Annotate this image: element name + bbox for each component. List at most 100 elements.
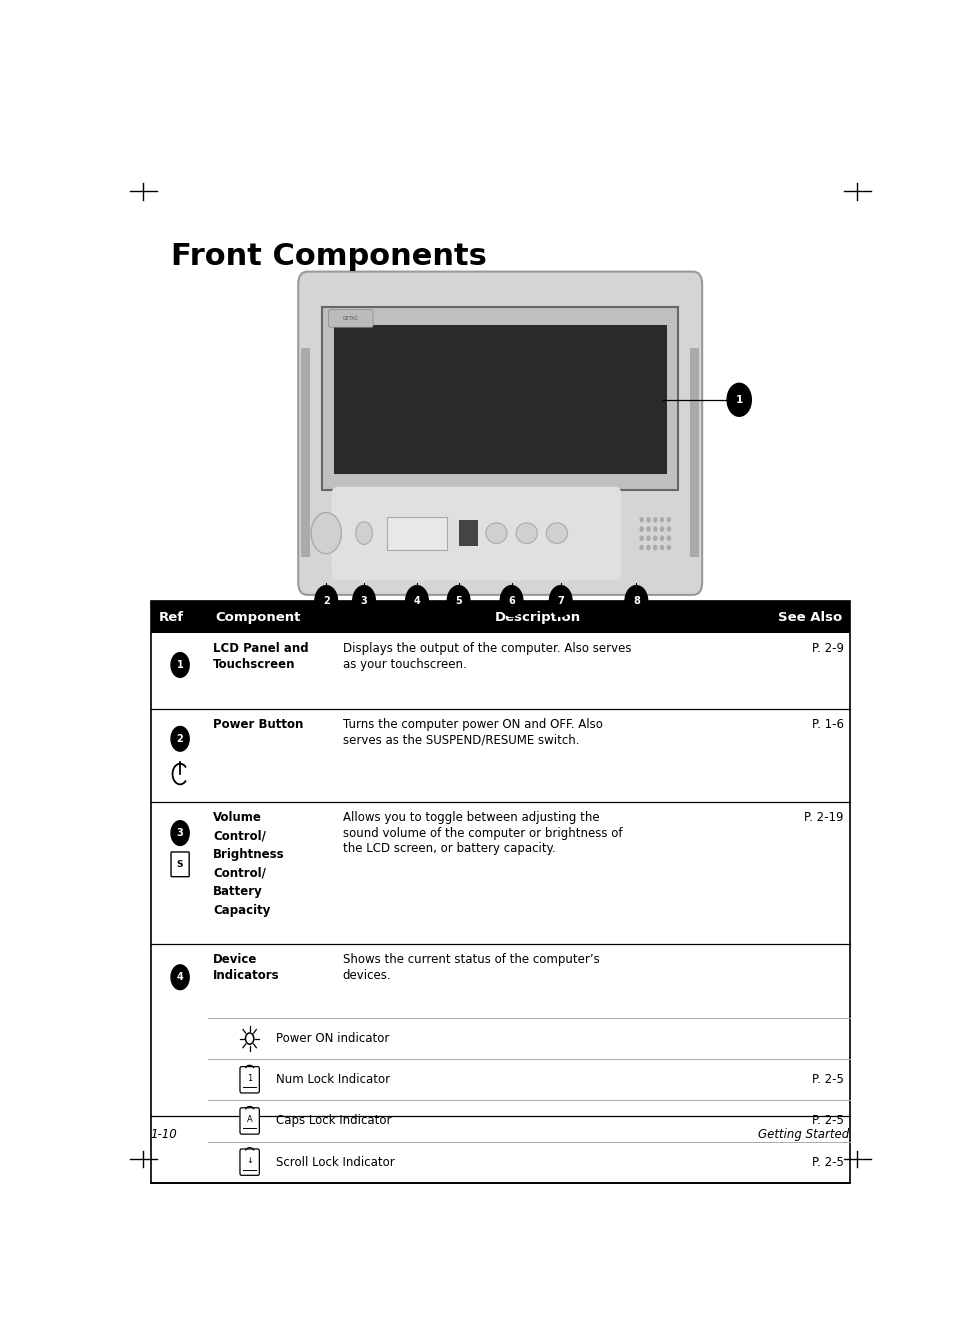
- Text: as your touchscreen.: as your touchscreen.: [343, 658, 467, 671]
- Text: Ref: Ref: [158, 611, 183, 623]
- Text: Turns the computer power ON and OFF. Also: Turns the computer power ON and OFF. Als…: [343, 718, 602, 731]
- Circle shape: [647, 517, 650, 521]
- Text: P. 2-9: P. 2-9: [812, 642, 843, 655]
- Text: P. 2-5: P. 2-5: [812, 1074, 843, 1086]
- Text: 2: 2: [177, 734, 183, 743]
- Circle shape: [647, 536, 650, 540]
- Text: devices.: devices.: [343, 968, 391, 981]
- Text: 1: 1: [247, 1074, 252, 1083]
- Text: Description: Description: [495, 611, 582, 623]
- Circle shape: [654, 545, 657, 550]
- Text: Allows you to toggle between adjusting the: Allows you to toggle between adjusting t…: [343, 812, 599, 824]
- Text: 1-10: 1-10: [150, 1128, 178, 1142]
- Text: sound volume of the computer or brightness of: sound volume of the computer or brightne…: [343, 826, 622, 840]
- FancyBboxPatch shape: [329, 310, 373, 328]
- Ellipse shape: [547, 523, 567, 543]
- Circle shape: [654, 536, 657, 540]
- Circle shape: [625, 586, 648, 616]
- Text: ↓: ↓: [246, 1157, 253, 1166]
- Text: Component: Component: [216, 611, 301, 623]
- Ellipse shape: [516, 523, 537, 543]
- FancyBboxPatch shape: [299, 271, 702, 595]
- Text: P. 1-6: P. 1-6: [812, 718, 843, 731]
- Text: P. 2-5: P. 2-5: [812, 1155, 843, 1169]
- Text: the LCD screen, or battery capacity.: the LCD screen, or battery capacity.: [343, 842, 555, 854]
- Circle shape: [406, 586, 428, 616]
- Circle shape: [640, 545, 643, 550]
- Circle shape: [171, 821, 189, 845]
- Circle shape: [661, 517, 664, 521]
- Text: Power ON indicator: Power ON indicator: [276, 1032, 389, 1046]
- Circle shape: [352, 586, 376, 616]
- Circle shape: [647, 545, 650, 550]
- Circle shape: [549, 586, 572, 616]
- Circle shape: [315, 586, 338, 616]
- Text: 8: 8: [632, 596, 640, 606]
- Bar: [322, 306, 678, 489]
- Text: 1: 1: [177, 660, 183, 670]
- Text: Brightness: Brightness: [214, 848, 285, 861]
- Circle shape: [654, 527, 657, 531]
- Text: Indicators: Indicators: [214, 968, 280, 981]
- Text: 1: 1: [736, 394, 743, 405]
- Bar: [150, 602, 850, 1183]
- Text: 4: 4: [414, 596, 421, 606]
- Text: S: S: [177, 860, 183, 869]
- Text: Front Components: Front Components: [171, 242, 487, 270]
- Text: Power Button: Power Button: [214, 718, 304, 731]
- Bar: [334, 325, 667, 475]
- Circle shape: [647, 527, 650, 531]
- Circle shape: [501, 586, 523, 616]
- Bar: [302, 348, 310, 556]
- Circle shape: [171, 965, 189, 989]
- Text: 5: 5: [455, 596, 462, 606]
- Text: GETAC: GETAC: [343, 317, 358, 321]
- Text: Battery: Battery: [214, 885, 264, 898]
- FancyBboxPatch shape: [332, 487, 622, 580]
- Circle shape: [661, 545, 664, 550]
- Text: P. 2-19: P. 2-19: [804, 812, 843, 824]
- Text: 6: 6: [508, 596, 515, 606]
- Text: Getting Started: Getting Started: [758, 1128, 850, 1142]
- Circle shape: [311, 512, 342, 554]
- Text: Volume: Volume: [214, 812, 263, 824]
- Text: LCD Panel and: LCD Panel and: [214, 642, 309, 655]
- Circle shape: [640, 517, 643, 521]
- Circle shape: [668, 527, 671, 531]
- Text: Touchscreen: Touchscreen: [214, 658, 296, 671]
- FancyBboxPatch shape: [240, 1108, 260, 1134]
- FancyBboxPatch shape: [171, 852, 189, 877]
- Circle shape: [171, 726, 189, 751]
- Ellipse shape: [486, 523, 507, 543]
- Text: 4: 4: [177, 972, 183, 983]
- Text: 7: 7: [557, 596, 564, 606]
- Text: Device: Device: [214, 953, 258, 967]
- Bar: [386, 516, 447, 550]
- Text: See Also: See Also: [778, 611, 842, 623]
- Text: 2: 2: [323, 596, 330, 606]
- Circle shape: [355, 521, 373, 544]
- Text: Num Lock Indicator: Num Lock Indicator: [276, 1074, 390, 1086]
- Circle shape: [668, 545, 671, 550]
- Circle shape: [447, 586, 470, 616]
- Circle shape: [668, 517, 671, 521]
- Text: P. 2-5: P. 2-5: [812, 1115, 843, 1127]
- Bar: [459, 520, 477, 547]
- Circle shape: [661, 527, 664, 531]
- Text: Caps Lock Indicator: Caps Lock Indicator: [276, 1115, 391, 1127]
- Circle shape: [171, 652, 189, 678]
- Text: serves as the SUSPEND/RESUME switch.: serves as the SUSPEND/RESUME switch.: [343, 734, 579, 747]
- Text: Control/: Control/: [214, 829, 266, 842]
- Circle shape: [640, 536, 643, 540]
- Circle shape: [661, 536, 664, 540]
- Bar: [150, 602, 850, 632]
- Text: A: A: [247, 1115, 253, 1124]
- Text: Capacity: Capacity: [214, 904, 270, 917]
- Text: 3: 3: [361, 596, 367, 606]
- Circle shape: [668, 536, 671, 540]
- Circle shape: [654, 517, 657, 521]
- Text: 3: 3: [177, 828, 183, 838]
- Bar: [690, 348, 699, 556]
- Circle shape: [640, 527, 643, 531]
- Text: Displays the output of the computer. Also serves: Displays the output of the computer. Als…: [343, 642, 631, 655]
